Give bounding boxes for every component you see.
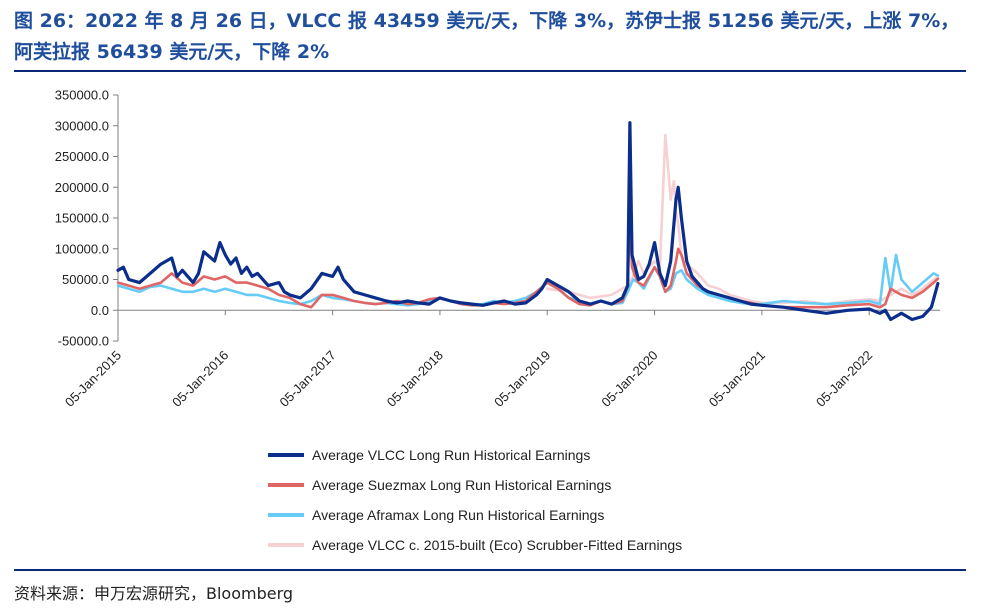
source-rule (14, 569, 966, 571)
x-tick-label: 05-Jan-2016 (169, 348, 231, 410)
x-tick-label: 05-Jan-2021 (706, 348, 768, 410)
y-tick-label: -50000.0 (58, 334, 109, 349)
x-tick-label: 05-Jan-2020 (598, 348, 660, 410)
legend-label: Average VLCC c. 2015-built (Eco) Scrubbe… (312, 537, 682, 553)
y-tick-label: 100000.0 (55, 241, 109, 256)
y-tick-label: 50000.0 (62, 272, 109, 287)
y-tick-label: 200000.0 (55, 180, 109, 195)
x-tick-label: 05-Jan-2015 (62, 348, 124, 410)
title-rule (14, 70, 966, 72)
axes: 350000.0 300000.0 250000.0 200000.0 150000.0… (55, 88, 940, 410)
x-tick-label: 05-Jan-2019 (491, 348, 553, 410)
series-line-3 (545, 133, 940, 306)
y-tick-label: 0.0 (91, 303, 109, 318)
series-lines (116, 121, 940, 322)
chart-title: 图 26：2022 年 8 月 26 日，VLCC 报 43459 美元/天，下… (14, 10, 960, 63)
legend-label: Average Aframax Long Run Historical Earn… (312, 507, 604, 523)
y-tick-label: 250000.0 (55, 149, 109, 164)
y-tick-label: 300000.0 (55, 118, 109, 133)
source-note: 资料来源：申万宏源研究，Bloomberg (14, 584, 294, 603)
y-tick-label: 150000.0 (55, 211, 109, 226)
legend-label: Average VLCC Long Run Historical Earning… (312, 447, 590, 463)
x-tick-label: 05-Jan-2017 (277, 348, 339, 410)
y-tick-label: 350000.0 (55, 88, 109, 103)
legend-label: Average Suezmax Long Run Historical Earn… (312, 477, 611, 493)
series-line-0 (116, 121, 940, 322)
x-tick-label: 05-Jan-2022 (813, 348, 875, 410)
x-tick-label: 05-Jan-2018 (384, 348, 446, 410)
legend: Average VLCC Long Run Historical Earning… (268, 447, 682, 553)
